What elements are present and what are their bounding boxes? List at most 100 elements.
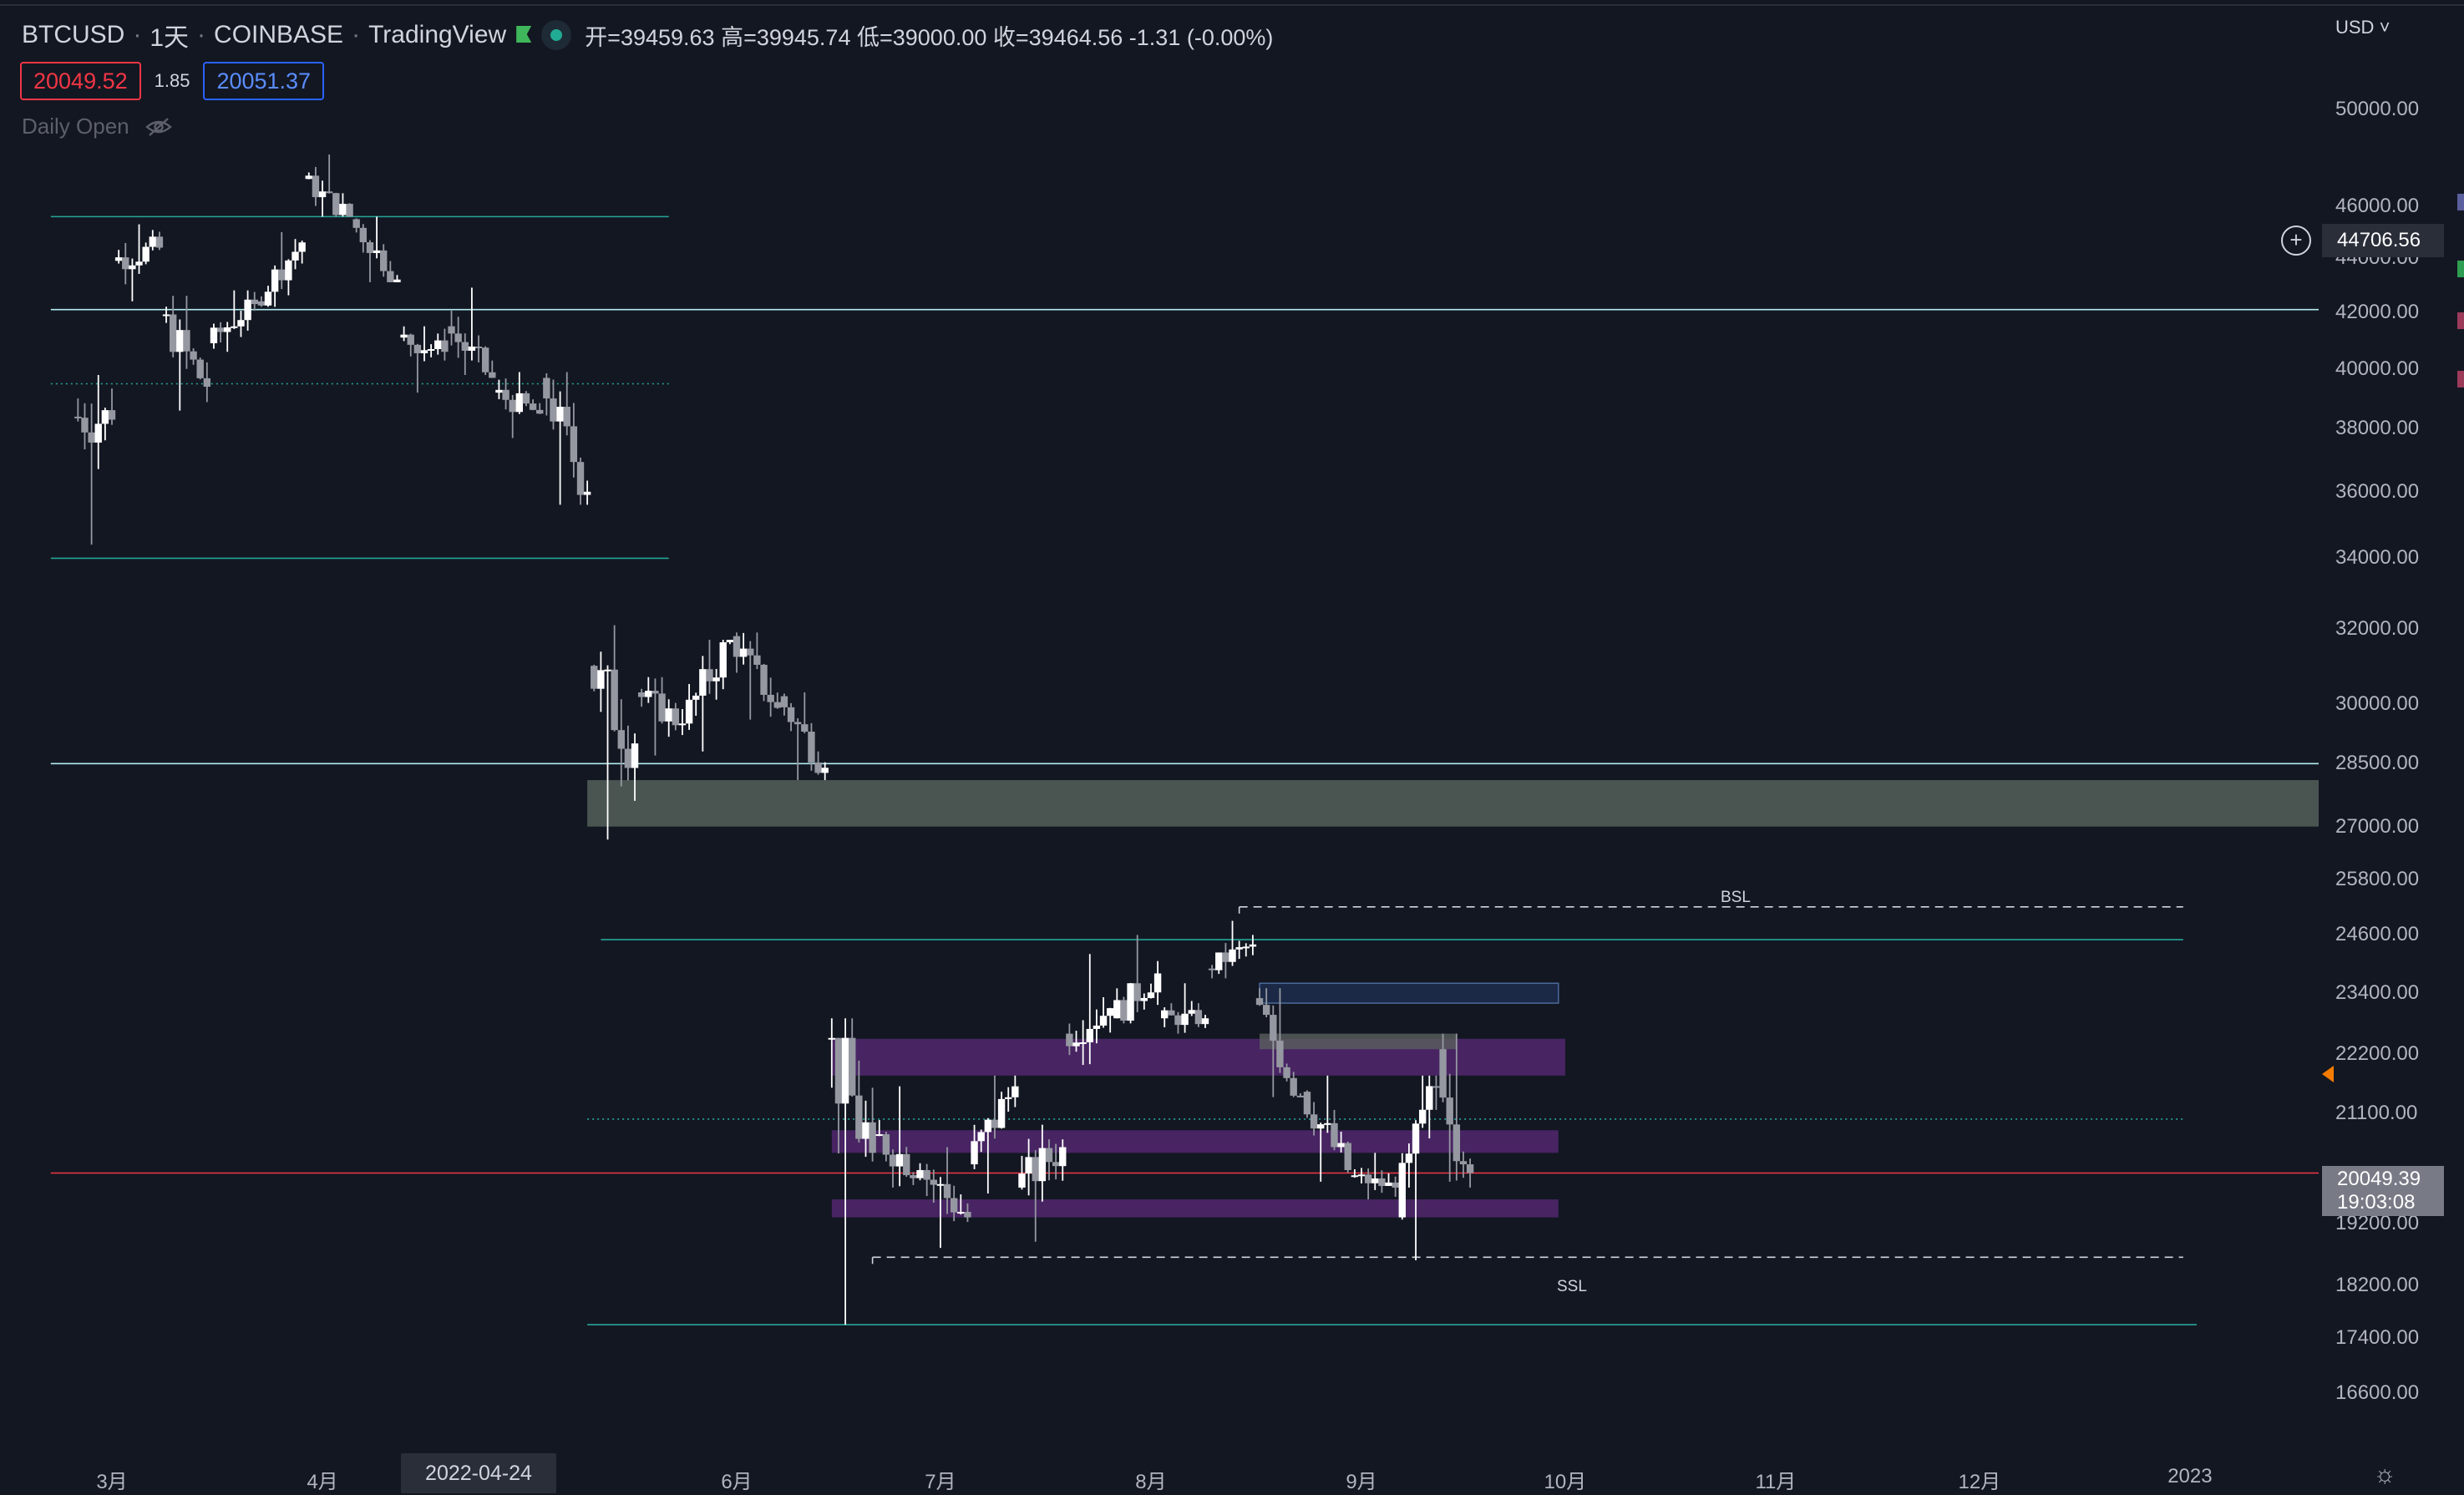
price-marker-arrow-icon [2322, 1066, 2334, 1082]
ssl-label: SSL [1557, 1278, 1587, 1295]
candle-body [1120, 1000, 1128, 1021]
candle-body [793, 722, 802, 725]
price-tick-label: 21100.00 [2335, 1102, 2418, 1125]
crosshair-price-label: 44706.56 [2322, 224, 2444, 257]
candle-body [665, 708, 672, 722]
candle-body [1351, 1175, 1359, 1178]
candle-body [114, 257, 123, 261]
current-price-label: 20049.39 19:03:08 [2322, 1166, 2444, 1216]
candle-body [169, 314, 177, 352]
candle-body [1296, 1095, 1305, 1097]
candle-body [271, 269, 279, 292]
candle-body [1086, 1028, 1093, 1042]
candle-body [997, 1098, 1006, 1128]
candle-body [882, 1134, 890, 1155]
candle-body [515, 393, 524, 413]
current-price-value: 20049.39 [2337, 1168, 2421, 1190]
candle-body [808, 732, 815, 763]
indicator-name[interactable]: Daily Open [22, 114, 129, 139]
candle-body [1303, 1092, 1311, 1115]
candle-body [943, 1183, 951, 1199]
candle-body [1011, 1086, 1019, 1097]
candle-body [767, 694, 774, 702]
candle-body [231, 326, 238, 328]
buy-button[interactable]: 20051.37 [203, 62, 325, 100]
candle-body [1446, 1097, 1453, 1125]
candle-body [733, 636, 741, 657]
candle-body [658, 693, 666, 722]
time-tick-label: 9月 [1346, 1471, 1377, 1493]
add-alert-icon[interactable]: + [2281, 226, 2311, 256]
candle-body [903, 1153, 910, 1176]
candle-body [142, 246, 150, 262]
candle-body [1127, 983, 1134, 1021]
candle-body [1059, 1147, 1067, 1167]
candle-body [1453, 1124, 1461, 1162]
candle-body [1270, 1015, 1277, 1041]
currency-selector[interactable]: USD ˅ [2335, 17, 2390, 38]
candle-body [1106, 1008, 1114, 1016]
candle-body [977, 1132, 985, 1142]
candle-body [74, 416, 82, 418]
market-status-icon[interactable] [541, 20, 572, 50]
side-toolbar-marker[interactable] [2457, 261, 2464, 277]
candle-body [292, 251, 299, 261]
candle-body [380, 250, 388, 271]
countdown-timer: 19:03:08 [2337, 1191, 2416, 1214]
bsl-label: BSL [1721, 889, 1751, 906]
candle-body [910, 1175, 917, 1178]
time-tick-label: 4月 [307, 1471, 338, 1493]
side-toolbar-marker[interactable] [2457, 312, 2464, 329]
candle-body [1412, 1123, 1420, 1154]
side-toolbar-marker[interactable] [2457, 371, 2464, 388]
candle-body [685, 699, 693, 724]
side-toolbar-marker[interactable] [2457, 194, 2464, 210]
flag-icon[interactable] [515, 24, 533, 46]
spread-value: 1.85 [154, 70, 190, 91]
candle-body [373, 250, 381, 253]
candle-body [366, 242, 374, 253]
eye-hidden-icon[interactable] [144, 116, 173, 138]
source-label: TradingView [368, 21, 507, 48]
candle-body [244, 299, 251, 321]
price-tick-label: 40000.00 [2335, 357, 2420, 380]
candle-body [1371, 1178, 1379, 1183]
candle-body [957, 1212, 965, 1214]
candle-body [387, 271, 394, 282]
candle-body [454, 333, 462, 342]
candle-body [631, 743, 639, 768]
symbol-header: BTCUSD · 1天 · COINBASE · TradingView 开=3… [22, 17, 1273, 53]
price-tick-label: 24600.00 [2335, 923, 2420, 946]
candle-body [257, 301, 266, 306]
candle-body [155, 236, 164, 248]
symbol-name[interactable]: BTCUSD [22, 21, 125, 48]
candle-body [359, 227, 368, 243]
interval-label[interactable]: 1天 [150, 24, 190, 52]
ohlc-change: -1.31 (-0.00%) [1128, 24, 1274, 50]
candle-body [474, 346, 483, 348]
candle-body [950, 1198, 958, 1213]
candle-body [1317, 1124, 1325, 1129]
candle-body [991, 1119, 999, 1128]
candle-body [834, 1037, 843, 1104]
candle-body [604, 669, 611, 671]
candle-body [339, 204, 347, 215]
candle-body [468, 346, 476, 351]
sell-button[interactable]: 20049.52 [20, 62, 141, 100]
ohlc-values: 开=39459.63 高=39945.74 低=39000.00 收=39464… [585, 19, 1273, 52]
separator-dot: · [352, 21, 361, 48]
candle-body [407, 334, 414, 345]
candle-body [862, 1122, 869, 1139]
candle-body [1025, 1157, 1032, 1174]
candle-body [481, 347, 489, 372]
settings-gear-icon[interactable]: ☼ [2373, 1461, 2396, 1488]
candle-body [441, 340, 449, 352]
candle-body [597, 670, 605, 689]
price-tick-label: 25800.00 [2335, 868, 2420, 891]
candle-body [556, 407, 564, 422]
candle-body [971, 1141, 978, 1165]
candle-body [706, 669, 713, 682]
separator-dot: · [197, 21, 206, 48]
